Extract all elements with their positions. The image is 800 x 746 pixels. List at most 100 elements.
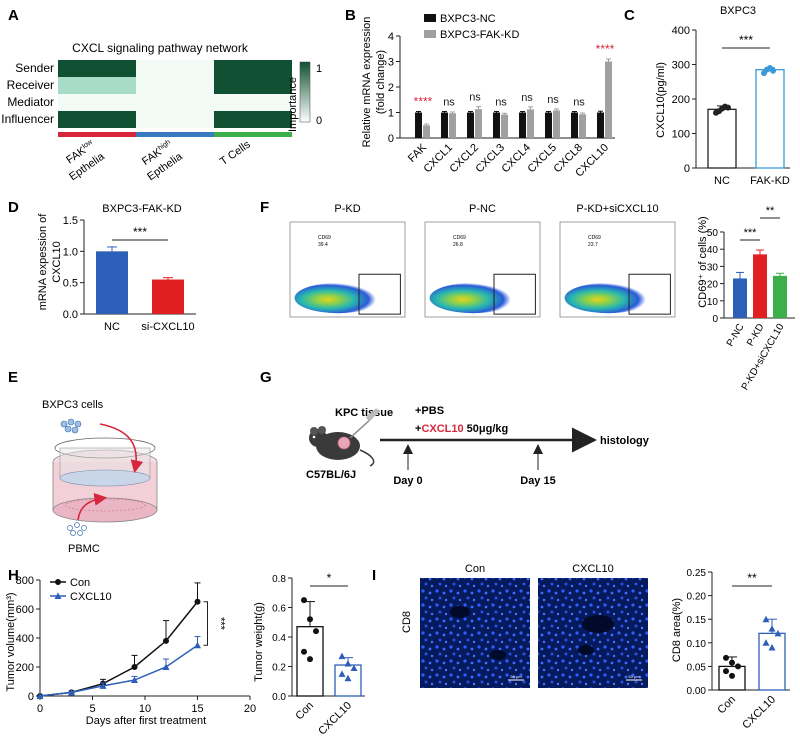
i-x-tick-label: CXCL10 [740, 694, 778, 732]
scale-bar-label: 50 μm [510, 674, 522, 679]
hw-point [301, 648, 307, 655]
d-title: BXPC3-FAK-KD [102, 203, 182, 215]
panel-d: D BXPC3-FAK-KD mRNA expession of CXCL10 … [8, 199, 196, 333]
panel-letter-i: I [372, 567, 376, 584]
b-bar [553, 110, 560, 138]
heatmap-cell [136, 77, 214, 94]
i-point [768, 644, 776, 651]
flow-density-cloud [564, 282, 652, 314]
flow-plot-title: P-KD [334, 203, 360, 215]
heatmap-cell [214, 111, 292, 128]
c-x-tick-label: FAK-KD [750, 175, 790, 187]
b-significance: ns [573, 96, 585, 108]
hw-point [301, 597, 307, 604]
panel-letter-b: B [345, 7, 356, 24]
heatmap-cell [58, 77, 136, 94]
h-y-tick-label: 200 [16, 662, 34, 674]
c-point [770, 67, 776, 74]
d-y-tick-label: 0.5 [63, 278, 78, 290]
h-y-tick-label: 0 [28, 691, 34, 703]
hw-point [344, 660, 352, 667]
f-ylabel: CD69⁺ of cells (%) [697, 216, 709, 307]
heatmap-cell [214, 60, 292, 77]
b-significance: ns [547, 94, 559, 106]
heatmap-row-label: Sender [15, 61, 54, 75]
f-bar [773, 275, 787, 318]
heatmap-row-label: Receiver [7, 78, 54, 92]
panel-f: F P-KDCD6939.4P-NCCD6926.8P-KD+siCXCL10C… [260, 199, 795, 392]
i-point [774, 629, 782, 637]
group-label: T Cells [218, 138, 253, 168]
panel-e: E BXPC3 cells PBMC [8, 369, 158, 555]
i-y-tick-label: 0.10 [687, 639, 707, 650]
legend-nc: BXPC3-NC [440, 13, 496, 25]
h-weight-ylabel: Tumor weight(g) [253, 602, 265, 682]
i-title-con: Con [465, 563, 485, 575]
b-bar [423, 125, 430, 138]
pbmc-arrow [77, 493, 108, 521]
f-y-tick-label: 40 [707, 245, 719, 256]
h-point [131, 676, 138, 684]
c-y-tick-label: 200 [672, 94, 690, 106]
c-y-tick-label: 400 [672, 25, 690, 37]
cell-cluster-icon [60, 418, 82, 434]
h-point [194, 598, 201, 605]
d-ylabel-2: CXCL10 [51, 241, 63, 283]
i-x-tick-label: Con [715, 694, 738, 717]
d-x-tick-label: si-CXCL10 [141, 321, 194, 333]
c-sig: *** [739, 33, 753, 47]
f-y-tick-label: 20 [707, 280, 719, 291]
d-bar [96, 251, 128, 314]
hw-y-tick-label: 0.2 [272, 663, 286, 674]
h-point [162, 663, 170, 670]
group-color-bar [214, 132, 292, 137]
i-y-tick-label: 0.00 [687, 686, 707, 697]
i-point [762, 615, 770, 623]
panel-letter-c: C [624, 7, 635, 24]
heatmap-cell [136, 60, 214, 77]
b-bar [527, 109, 534, 138]
flow-gate [358, 273, 401, 315]
b-bar [519, 112, 526, 138]
h-xlabel: Days after first treatment [86, 715, 206, 727]
flow-gate-label: CD69 [318, 235, 331, 241]
i-bar [758, 632, 786, 691]
heatmap-cell [58, 111, 136, 128]
hw-point [338, 670, 346, 677]
transwell-icon [52, 437, 158, 523]
hw-point [307, 616, 313, 623]
flow-gate-label: CD69 [588, 235, 601, 241]
b-significance: ns [469, 92, 481, 104]
hw-x-tick-label: Con [293, 700, 316, 723]
b-bar [545, 112, 552, 138]
b-y-tick-label: 2 [388, 82, 394, 94]
legend-kd: BXPC3-FAK-KD [440, 29, 520, 41]
b-ylabel-1: Relative mRNA expression [361, 17, 373, 148]
hw-point [344, 674, 352, 682]
f-bar [753, 254, 767, 318]
legend-swatch-kd [424, 30, 436, 38]
colorbar-min: 0 [316, 115, 322, 127]
mouse-icon [309, 408, 380, 467]
group-color-bar [136, 132, 214, 137]
f-y-tick-label: 10 [707, 297, 719, 308]
pbmc-cluster-icon [67, 522, 87, 536]
f-y-tick-label: 0 [712, 314, 718, 325]
c-bar [755, 69, 785, 169]
h-sig: *** [215, 617, 227, 631]
hw-point [307, 656, 313, 663]
i-y-tick-label: 0.15 [687, 615, 707, 626]
flow-plot-title: P-KD+siCXCL10 [576, 203, 658, 215]
c-y-tick-label: 300 [672, 60, 690, 72]
b-bar [449, 113, 456, 138]
cd8-stain-image [420, 578, 530, 688]
b-bar [571, 112, 578, 138]
h-point [68, 688, 75, 696]
flow-gate-label: CD69 [453, 235, 466, 241]
b-bar [415, 112, 422, 138]
h-y-tick-label: 400 [16, 633, 34, 645]
h-legend-marker-con [55, 579, 61, 585]
h-point [163, 637, 169, 644]
i-point [735, 663, 741, 670]
